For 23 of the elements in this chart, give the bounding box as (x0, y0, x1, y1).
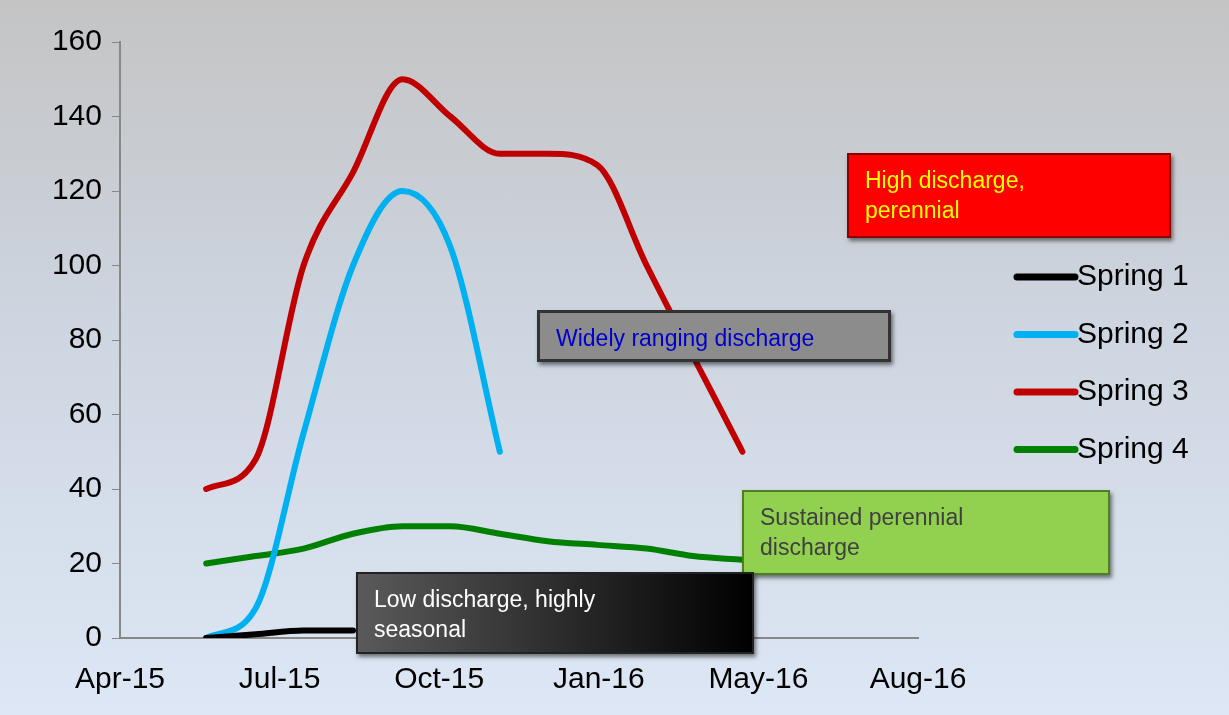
x-tick-label: Jul-15 (238, 661, 321, 695)
text-box: Low discharge, highly seasonal (356, 572, 754, 654)
legend-label: Spring 3 (1077, 373, 1189, 407)
x-tick-label: Jan-16 (552, 661, 645, 695)
y-tick-label: 100 (51, 246, 102, 280)
y-tick-label: 20 (68, 544, 102, 578)
y-tick-label: 80 (68, 321, 102, 355)
y-tick-label: 60 (68, 395, 102, 429)
y-tick-label: 120 (51, 172, 102, 206)
x-tick-label: May-16 (708, 661, 809, 695)
legend-label: Spring 1 (1077, 258, 1189, 292)
legend-label: Spring 4 (1077, 430, 1189, 464)
y-tick-label: 140 (51, 97, 102, 131)
x-tick-label: Oct-15 (394, 661, 485, 695)
y-tick-label: 0 (85, 619, 102, 653)
text-box: Widely ranging discharge (537, 310, 891, 362)
x-tick-label: Aug-16 (869, 661, 967, 695)
text-box: Sustained perennial discharge (742, 490, 1110, 575)
y-tick-label: 40 (68, 470, 102, 504)
legend-label: Spring 2 (1077, 315, 1189, 349)
x-tick-label: Apr-15 (74, 661, 166, 695)
y-tick-label: 160 (51, 23, 102, 57)
text-box: High discharge, perennial (847, 153, 1171, 238)
